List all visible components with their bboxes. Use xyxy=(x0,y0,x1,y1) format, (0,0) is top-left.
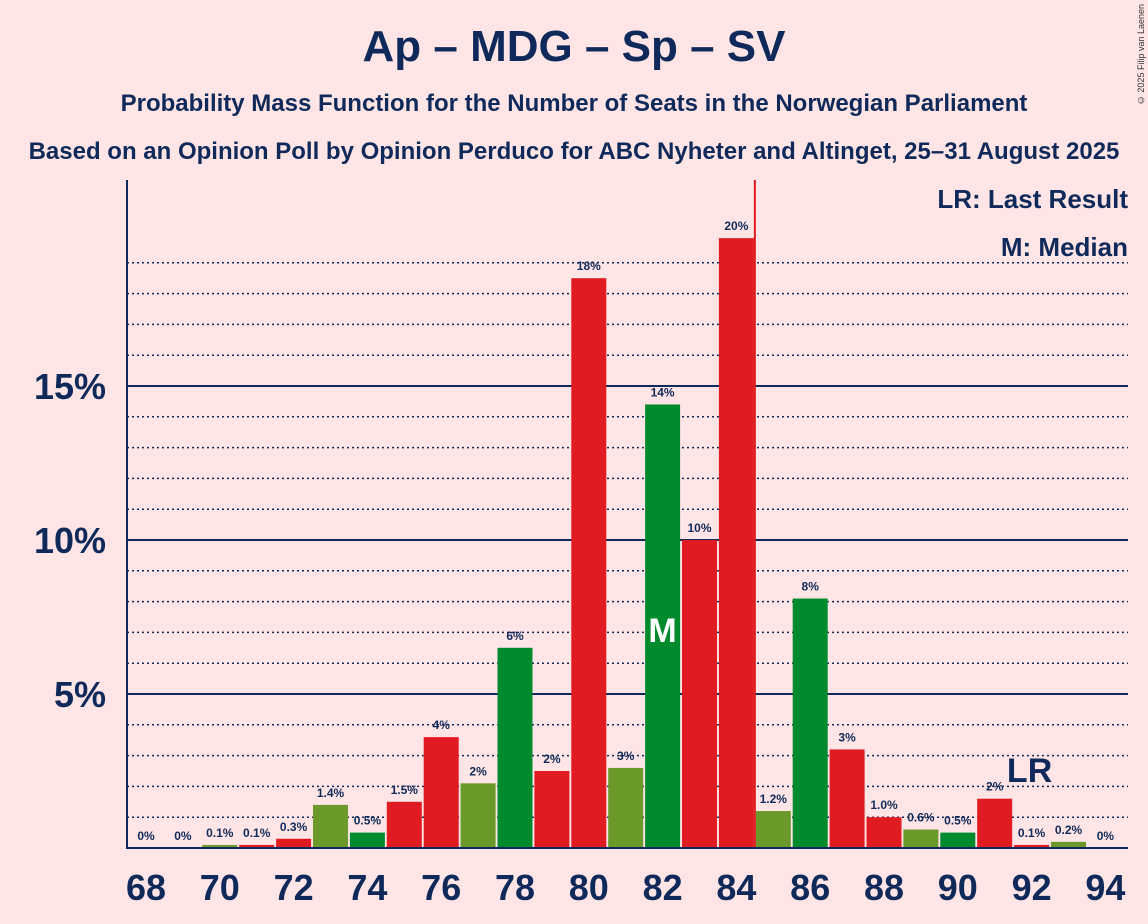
bar-value-label: 0% xyxy=(1097,829,1115,843)
bar-value-label: 0% xyxy=(137,829,155,843)
bar-value-label: 0.5% xyxy=(354,814,382,828)
bar xyxy=(313,804,348,848)
bar xyxy=(534,771,570,848)
bar-value-label: 1.2% xyxy=(760,792,788,806)
x-tick-label: 80 xyxy=(569,867,609,908)
x-tick-label: 84 xyxy=(716,867,756,908)
bar-value-label: 2% xyxy=(543,752,561,766)
x-tick-label: 82 xyxy=(643,867,683,908)
bar-value-label: 4% xyxy=(433,718,451,732)
bar-value-label: 14% xyxy=(651,385,675,399)
bar-value-label: 0.6% xyxy=(907,811,935,825)
bar xyxy=(460,783,496,848)
bar-value-label: 18% xyxy=(577,259,601,273)
bar xyxy=(423,737,459,848)
bar xyxy=(349,832,385,848)
bar xyxy=(792,598,828,848)
bar xyxy=(866,817,902,848)
x-tick-label: 88 xyxy=(864,867,904,908)
bar-value-label: 0.1% xyxy=(243,826,271,840)
bar xyxy=(276,838,312,848)
bar xyxy=(1051,841,1086,848)
y-tick-label: 10% xyxy=(34,520,106,561)
x-tick-label: 76 xyxy=(421,867,461,908)
bar xyxy=(903,829,939,848)
bar xyxy=(608,767,644,848)
x-tick-label: 90 xyxy=(938,867,978,908)
bar xyxy=(1014,844,1050,848)
bar xyxy=(718,238,754,848)
bar xyxy=(386,801,422,848)
bar-value-label: 0.5% xyxy=(944,814,972,828)
bar xyxy=(202,844,238,848)
bar-value-label: 8% xyxy=(802,580,820,594)
x-tick-label: 78 xyxy=(495,867,535,908)
bar-value-label: 0% xyxy=(174,829,192,843)
legend-last-result: LR: Last Result xyxy=(937,184,1128,214)
bar-value-label: 2% xyxy=(986,780,1004,794)
x-tick-label: 94 xyxy=(1085,867,1125,908)
bar xyxy=(645,404,681,848)
x-tick-label: 68 xyxy=(126,867,166,908)
median-marker: M xyxy=(648,612,676,650)
x-tick-label: 74 xyxy=(347,867,387,908)
bar xyxy=(829,749,865,848)
bar xyxy=(940,832,976,848)
bar-value-label: 3% xyxy=(838,730,856,744)
bar-value-label: 3% xyxy=(617,749,635,763)
bar-value-label: 0.1% xyxy=(1018,826,1046,840)
last-result-marker: LR xyxy=(1007,752,1052,790)
bar-value-label: 20% xyxy=(724,219,748,233)
bar xyxy=(977,798,1013,848)
x-tick-label: 92 xyxy=(1012,867,1052,908)
bar-value-label: 1.5% xyxy=(391,783,419,797)
bar-value-label: 0.2% xyxy=(1055,823,1083,837)
bar-value-label: 0.1% xyxy=(206,826,234,840)
chart-title: Ap – MDG – Sp – SV xyxy=(362,22,786,71)
x-tick-label: 86 xyxy=(790,867,830,908)
bar xyxy=(239,844,275,848)
bar-value-label: 1.0% xyxy=(870,798,898,812)
bar-value-label: 10% xyxy=(687,521,711,535)
chart-source: Based on an Opinion Poll by Opinion Perd… xyxy=(28,138,1120,165)
x-tick-label: 70 xyxy=(200,867,240,908)
legend-median: M: Median xyxy=(1000,232,1128,262)
bar-value-label: 6% xyxy=(506,629,524,643)
bar xyxy=(571,278,607,848)
bar-value-label: 2% xyxy=(469,764,487,778)
x-tick-label: 72 xyxy=(274,867,314,908)
bar xyxy=(497,647,533,848)
y-tick-label: 15% xyxy=(34,366,106,407)
bar xyxy=(682,540,717,848)
y-tick-label: 5% xyxy=(54,674,106,715)
chart-subtitle: Probability Mass Function for the Number… xyxy=(120,90,1028,117)
bar-value-label: 0.3% xyxy=(280,820,308,834)
bar xyxy=(755,811,791,848)
bar-value-label: 1.4% xyxy=(317,786,345,800)
